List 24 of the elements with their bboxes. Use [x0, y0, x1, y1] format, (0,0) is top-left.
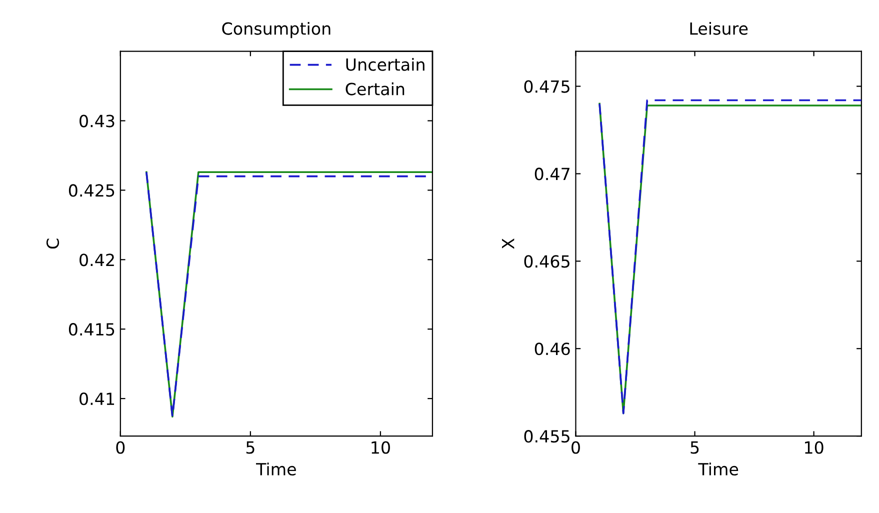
x-tick-label: 5 [246, 441, 254, 454]
legend-label: Uncertain [346, 58, 424, 71]
chart-title: Leisure [690, 22, 748, 35]
y-tick-label: 0.47 [534, 168, 570, 180]
y-tick-label: 0.415 [68, 323, 114, 336]
x-tick-label: 0 [116, 441, 125, 454]
x-axis-title: Time [698, 462, 738, 476]
x-tick-label: 0 [572, 441, 580, 454]
x-tick-label: 10 [805, 441, 824, 454]
legend-label: Certain [346, 82, 404, 96]
y-axis-title: C [46, 238, 60, 249]
chart-title: Consumption [222, 22, 330, 38]
y-tick-label: 0.465 [524, 255, 570, 268]
y-tick-label: 0.41 [80, 392, 114, 406]
y-tick-label: 0.425 [68, 184, 114, 197]
y-tick-label: 0.455 [524, 430, 570, 443]
y-axis-title: X [502, 238, 514, 249]
x-axis-title: Time [256, 462, 296, 476]
y-tick-label: 0.42 [80, 254, 114, 266]
y-tick-label: 0.475 [524, 80, 570, 93]
y-tick-label: 0.43 [80, 114, 114, 128]
x-tick-label: 10 [372, 441, 390, 454]
x-tick-label: 5 [690, 441, 699, 454]
y-tick-label: 0.46 [534, 342, 570, 356]
